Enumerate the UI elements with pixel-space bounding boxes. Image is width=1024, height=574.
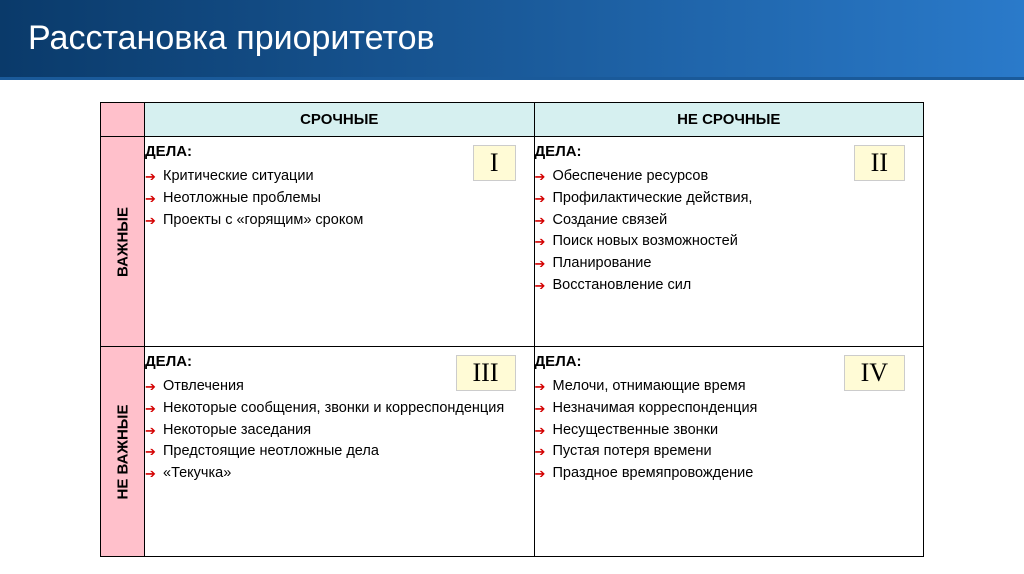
list-item: Предстоящие неотложные дела	[145, 441, 534, 463]
priority-matrix: СРОЧНЫЕ НЕ СРОЧНЫЕ ВАЖНЫЕ I ДЕЛА: Критич…	[100, 102, 924, 557]
list-item: Отвлечения	[145, 376, 534, 398]
list-item: Профилактические действия,	[535, 188, 924, 210]
list-item: Поиск новых возможностей	[535, 231, 924, 253]
quadrant-3-items: ОтвлеченияНекоторые сообщения, звонки и …	[145, 376, 534, 485]
quadrant-1: I ДЕЛА: Критические ситуацииНеотложные п…	[145, 137, 535, 347]
quadrant-4: IV ДЕЛА: Мелочи, отнимающие времяНезначи…	[534, 347, 924, 557]
list-item: Некоторые заседания	[145, 420, 534, 442]
quadrant-3: III ДЕЛА: ОтвлеченияНекоторые сообщения,…	[145, 347, 535, 557]
list-item: Некоторые сообщения, звонки и корреспонд…	[145, 398, 534, 420]
row-header-not-important: НЕ ВАЖНЫЕ	[101, 347, 145, 557]
priority-matrix-container: СРОЧНЫЕ НЕ СРОЧНЫЕ ВАЖНЫЕ I ДЕЛА: Критич…	[0, 80, 1024, 557]
list-item: Восстановление сил	[535, 275, 924, 297]
row-label-important: ВАЖНЫЕ	[114, 207, 131, 277]
quadrant-4-items: Мелочи, отнимающие времяНезначимая корре…	[535, 376, 924, 485]
row-header-important: ВАЖНЫЕ	[101, 137, 145, 347]
slide-title: Расстановка приоритетов	[28, 19, 435, 58]
list-item: «Текучка»	[145, 463, 534, 485]
list-item: Проекты с «горящим» сроком	[145, 210, 534, 232]
list-item: Незначимая корреспонденция	[535, 398, 924, 420]
list-item: Праздное времяпровождение	[535, 463, 924, 485]
column-header-urgent: СРОЧНЫЕ	[145, 103, 535, 137]
row-label-not-important: НЕ ВАЖНЫЕ	[114, 404, 131, 499]
list-item: Неотложные проблемы	[145, 188, 534, 210]
list-item: Обеспечение ресурсов	[535, 166, 924, 188]
list-item: Пустая потеря времени	[535, 441, 924, 463]
list-item: Мелочи, отнимающие время	[535, 376, 924, 398]
quadrant-1-items: Критические ситуацииНеотложные проблемыП…	[145, 166, 534, 231]
matrix-corner	[101, 103, 145, 137]
quadrant-2: II ДЕЛА: Обеспечение ресурсовПрофилактич…	[534, 137, 924, 347]
slide-title-band: Расстановка приоритетов	[0, 0, 1024, 80]
list-item: Несущественные звонки	[535, 420, 924, 442]
quadrant-2-items: Обеспечение ресурсовПрофилактические дей…	[535, 166, 924, 297]
list-item: Планирование	[535, 253, 924, 275]
list-item: Критические ситуации	[145, 166, 534, 188]
column-header-not-urgent: НЕ СРОЧНЫЕ	[534, 103, 924, 137]
list-item: Создание связей	[535, 210, 924, 232]
